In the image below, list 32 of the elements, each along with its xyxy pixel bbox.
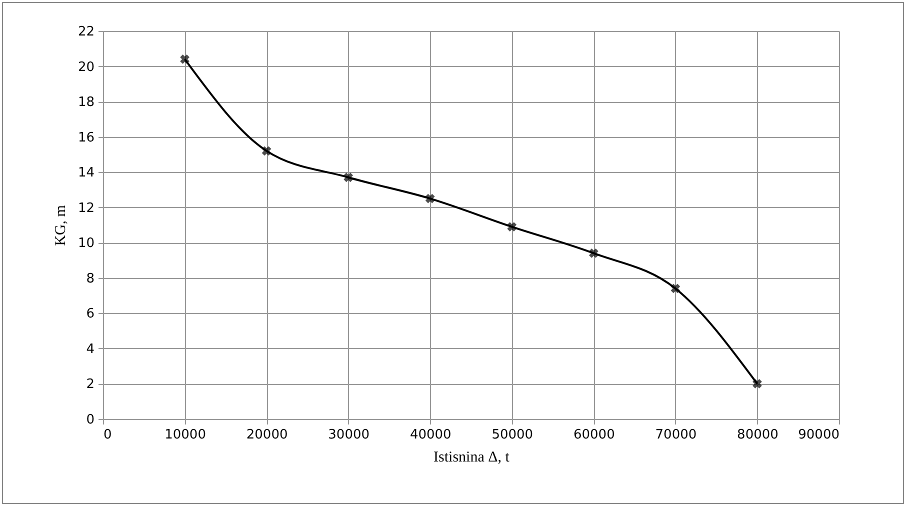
x-tick-label: 10000 [164,428,206,442]
x-tick-label: 90000 [798,428,840,442]
y-tick-label: 20 [78,60,94,75]
x-tick-label: 60000 [573,428,615,442]
point [425,194,435,204]
point [180,54,190,64]
y-tick-label: 12 [78,200,94,216]
y-tick-label: 6 [86,306,94,322]
x-axis-title: Istisnina Δ, t [434,450,510,466]
y-tick-label: 8 [86,271,94,286]
x-tick-label: 0 [104,428,112,442]
point [344,172,354,182]
x-tick-label: 70000 [655,428,697,442]
x-tick-label: 30000 [328,428,370,442]
y-tick-label: 10 [78,236,94,252]
point [670,284,680,294]
point [752,379,762,388]
y-tick-label: 22 [78,24,94,40]
y-tick-label: 4 [86,342,94,357]
y-tick-label: 2 [86,377,94,392]
x-tick-label: 80000 [737,428,778,442]
x-tick-label: 20000 [246,428,288,442]
point [588,248,598,258]
point [262,146,272,156]
x-tick-label: 40000 [410,428,452,442]
x-tick-label: 50000 [492,428,534,442]
y-tick-label: 0 [86,412,94,428]
point [507,222,517,232]
y-axis-title: KG, m [52,204,69,246]
y-tick-label: 18 [78,95,94,110]
y-tick-label: 16 [78,130,94,146]
y-tick-label: 14 [78,166,94,181]
